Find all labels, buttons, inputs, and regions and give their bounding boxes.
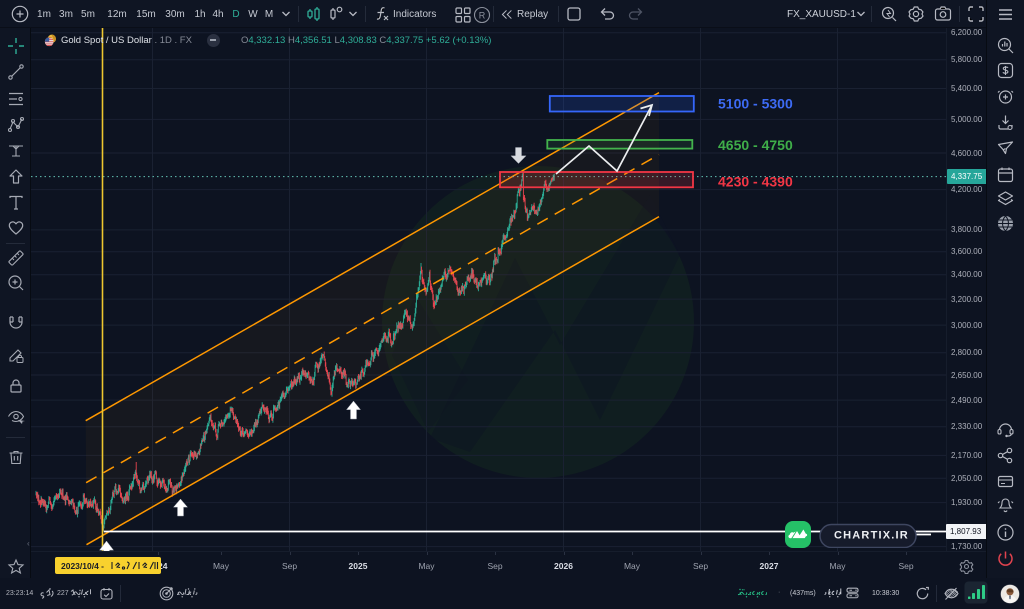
svg-text:2023/10/4 -: 2023/10/4 - xyxy=(61,561,104,571)
svg-text:5100 - 5300: 5100 - 5300 xyxy=(718,96,793,112)
svg-text:4230 - 4390: 4230 - 4390 xyxy=(718,174,793,190)
svg-text:CHARTIX.IR: CHARTIX.IR xyxy=(834,530,909,542)
svg-text:4650 - 4750: 4650 - 4750 xyxy=(718,137,793,153)
svg-text:R: R xyxy=(479,11,486,21)
